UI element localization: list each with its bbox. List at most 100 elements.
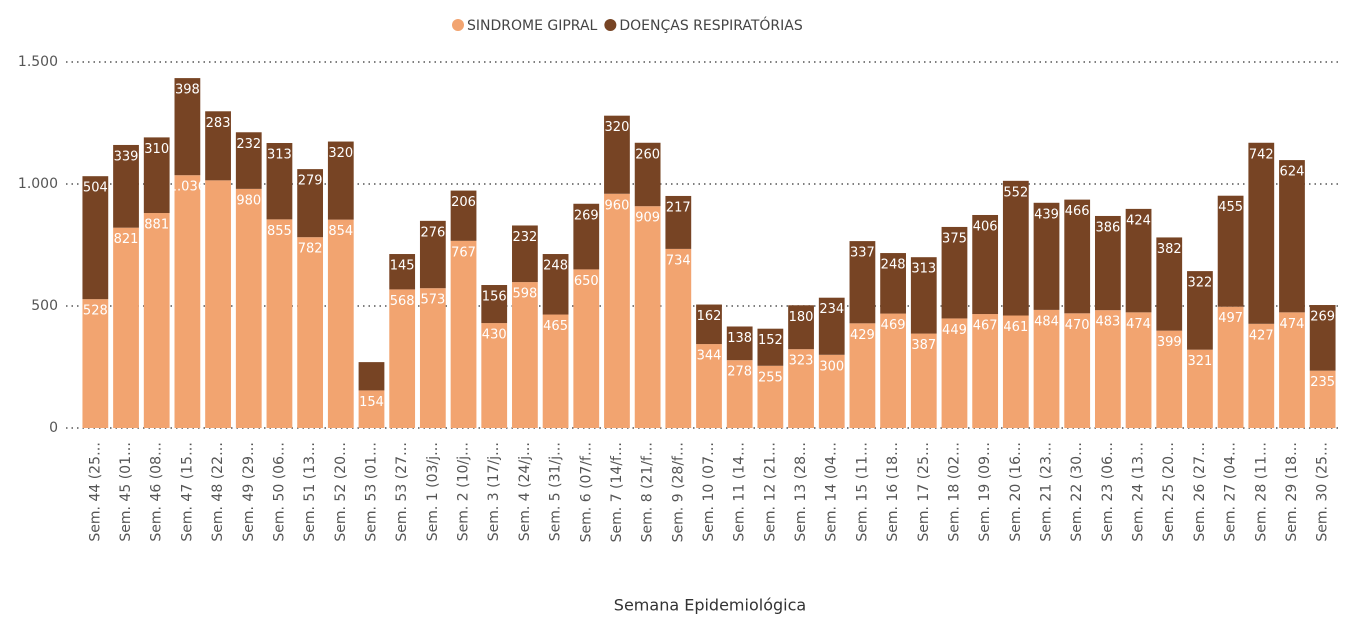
bar-segment xyxy=(1217,306,1244,428)
x-tick-label: Sem. 50 (06… xyxy=(271,442,287,542)
bar-segment xyxy=(1094,310,1121,428)
bar-segment xyxy=(1125,312,1152,428)
bar-segment xyxy=(481,323,508,428)
x-tick-label: Sem. 53 (27… xyxy=(394,442,410,542)
value-label: 474 xyxy=(1126,317,1151,332)
value-label: 279 xyxy=(298,174,323,189)
bar-segment xyxy=(1156,330,1183,428)
x-tick-label: Sem. 14 (04… xyxy=(824,442,840,542)
value-label: 439 xyxy=(1034,207,1059,222)
value-label: 300 xyxy=(819,359,844,374)
bar-segment xyxy=(1064,313,1091,428)
bar-segment xyxy=(143,213,170,428)
value-label: 881 xyxy=(144,218,169,233)
value-label: 322 xyxy=(1188,276,1213,291)
x-tick-label: Sem. 44 (25… xyxy=(87,442,103,542)
x-tick-label: Sem. 25 (20… xyxy=(1161,442,1177,542)
y-tick-label: 1.500 xyxy=(18,54,58,70)
bar-segment xyxy=(389,289,416,428)
bar-segment xyxy=(880,253,906,314)
value-label: 180 xyxy=(789,310,814,325)
value-label: 269 xyxy=(574,208,599,223)
y-tick-label: 0 xyxy=(49,420,58,436)
value-label: 782 xyxy=(298,242,323,257)
x-tick-label: Sem. 8 (21/f… xyxy=(640,442,656,542)
value-label: 313 xyxy=(267,148,292,163)
x-tick-label: Sem. 29 (18… xyxy=(1284,442,1300,542)
bar-segment xyxy=(1033,202,1060,310)
bar-segment xyxy=(1309,370,1336,428)
bar-segment xyxy=(696,304,722,345)
value-label: 624 xyxy=(1280,165,1305,180)
bar-segment xyxy=(1002,180,1029,316)
bar-segment xyxy=(235,132,262,189)
x-tick-label: Sem. 46 (08… xyxy=(149,442,165,542)
bar-segment xyxy=(818,354,845,428)
value-label: 152 xyxy=(758,333,783,348)
x-tick-label: Sem. 19 (09… xyxy=(977,442,993,542)
bar-segment xyxy=(419,288,446,428)
x-tick-label: Sem. 1 (03/j… xyxy=(425,442,441,541)
bar-segment xyxy=(327,141,354,220)
x-tick-label: Sem. 45 (01… xyxy=(118,442,134,542)
bar-segment xyxy=(358,390,385,428)
value-label: 278 xyxy=(727,365,752,380)
value-label: 310 xyxy=(144,142,169,157)
x-tick-label: Sem. 49 (29… xyxy=(241,442,257,542)
value-label: 467 xyxy=(973,319,998,334)
value-label: 742 xyxy=(1249,147,1274,162)
legend-label: DOENÇAS RESPIRATÓRIAS xyxy=(619,16,802,34)
x-tick-label: Sem. 23 (06… xyxy=(1100,442,1116,542)
x-tick-label: Sem. 47 (15… xyxy=(179,442,195,542)
bar-segment xyxy=(726,326,753,361)
x-tick-label: Sem. 18 (02… xyxy=(946,442,962,542)
value-label: 276 xyxy=(420,225,445,240)
value-label: 154 xyxy=(359,395,384,410)
value-label: 156 xyxy=(482,290,507,305)
bar-segment xyxy=(573,269,600,428)
value-label: 465 xyxy=(543,319,568,334)
value-label: 138 xyxy=(727,331,752,346)
bar-segment xyxy=(972,314,999,428)
bar-segment xyxy=(512,225,538,283)
legend-swatch xyxy=(452,19,464,31)
value-label: 235 xyxy=(1310,375,1335,390)
x-tick-label: Sem. 30 (25… xyxy=(1315,442,1331,542)
bar-segment xyxy=(972,214,999,315)
x-tick-label: Sem. 26 (27… xyxy=(1192,442,1208,542)
value-label: 398 xyxy=(175,83,200,98)
x-tick-label: Sem. 4 (24/j… xyxy=(517,442,533,541)
value-label: 430 xyxy=(482,328,507,343)
bar-segment xyxy=(1094,215,1121,311)
bar-segment xyxy=(1064,199,1091,314)
value-label: 260 xyxy=(635,147,660,162)
value-label: 1.036 xyxy=(169,180,206,195)
bar-segment xyxy=(327,219,354,428)
bar-segment xyxy=(266,219,293,428)
value-label: 470 xyxy=(1065,318,1090,333)
bar-segment xyxy=(1309,305,1336,371)
bar-segment xyxy=(512,282,538,428)
x-tick-label: Sem. 48 (22… xyxy=(210,442,226,542)
x-tick-label: Sem. 22 (30… xyxy=(1069,442,1085,542)
value-label: 504 xyxy=(83,181,108,196)
value-label: 598 xyxy=(512,287,537,302)
value-label: 455 xyxy=(1218,200,1243,215)
bar-segment xyxy=(880,313,906,428)
bar-segment xyxy=(235,188,262,428)
x-tick-label: Sem. 16 (18… xyxy=(885,442,901,542)
bar-segment xyxy=(634,206,661,428)
value-label: 449 xyxy=(942,323,967,338)
x-tick-label: Sem. 2 (10/j… xyxy=(456,442,472,541)
bar-segment xyxy=(1248,323,1275,428)
x-tick-label: Sem. 3 (17/j… xyxy=(486,442,502,541)
bar-segment xyxy=(726,360,753,428)
bar-segment xyxy=(113,227,139,428)
x-tick-label: Sem. 13 (28… xyxy=(793,442,809,542)
bar-segment xyxy=(1217,195,1244,307)
bar-segment xyxy=(665,195,692,249)
bar-segment xyxy=(1279,160,1305,313)
bar-segment xyxy=(1033,309,1060,428)
x-tick-label: Sem. 11 (14… xyxy=(732,442,748,542)
value-label: 344 xyxy=(697,349,722,364)
